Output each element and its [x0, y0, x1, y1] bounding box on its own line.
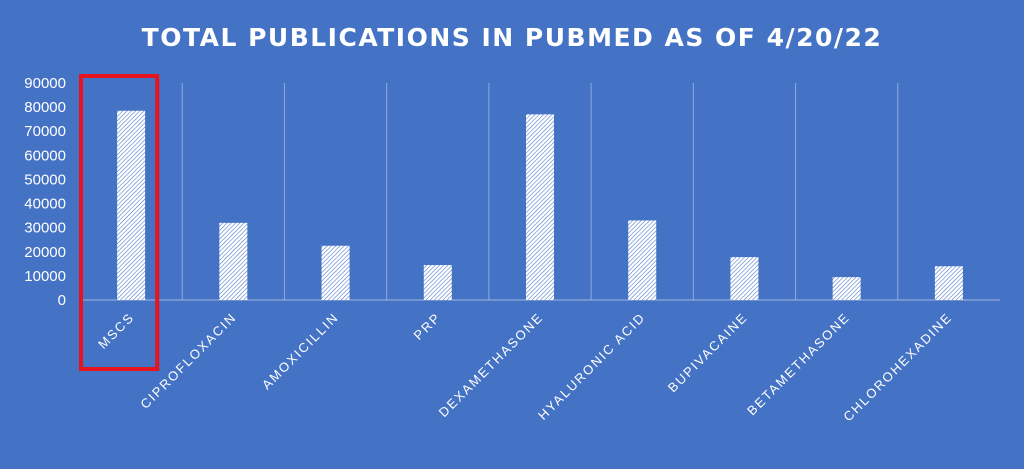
y-tick-label: 30000 [24, 220, 66, 237]
x-tick-label: MSCS [95, 310, 137, 352]
x-tick-label: BUPIVACAINE [665, 310, 751, 396]
y-tick-label: 70000 [24, 123, 66, 140]
x-tick-label: CHLOROHEXADINE [840, 310, 955, 425]
bar [832, 277, 861, 300]
bar [526, 114, 554, 300]
bar [730, 257, 759, 300]
bar [117, 110, 146, 300]
x-tick-label: PRP [411, 310, 444, 343]
bar [628, 220, 657, 300]
x-axis: MSCS CIPROFLOXACIN AMOXICILLIN PRPDEXAMETHA… [95, 310, 955, 425]
y-tick-label: 90000 [24, 75, 66, 92]
y-tick-label: 40000 [24, 196, 66, 213]
x-tick-label: HYALURONIC ACID [535, 310, 648, 423]
bars [117, 110, 963, 300]
x-tick-label: AMOXICILLIN [259, 310, 342, 393]
x-tick-label: CIPROFLOXACIN [137, 310, 239, 412]
bar [219, 222, 248, 300]
highlight-box [79, 74, 160, 371]
chart-title: TOTAL PUBLICATIONS IN PUBMED AS OF 4/20/… [142, 23, 883, 52]
y-tick-label: 0 [58, 292, 66, 309]
y-tick-label: 50000 [24, 171, 66, 188]
y-tick-label: 80000 [24, 99, 66, 116]
x-tick-label: DEXAMETHASONE [436, 310, 546, 420]
y-axis: 0 10000 20000 30000 40000 50000 60000 70000 8000… [24, 75, 66, 309]
bar [934, 266, 963, 300]
y-tick-label: 20000 [24, 244, 66, 261]
y-tick-label: 10000 [24, 268, 66, 285]
bar [321, 245, 350, 300]
x-tick-label: BETAMETHASONE [744, 310, 853, 419]
y-tick-label: 60000 [24, 147, 66, 164]
bar [423, 265, 452, 300]
